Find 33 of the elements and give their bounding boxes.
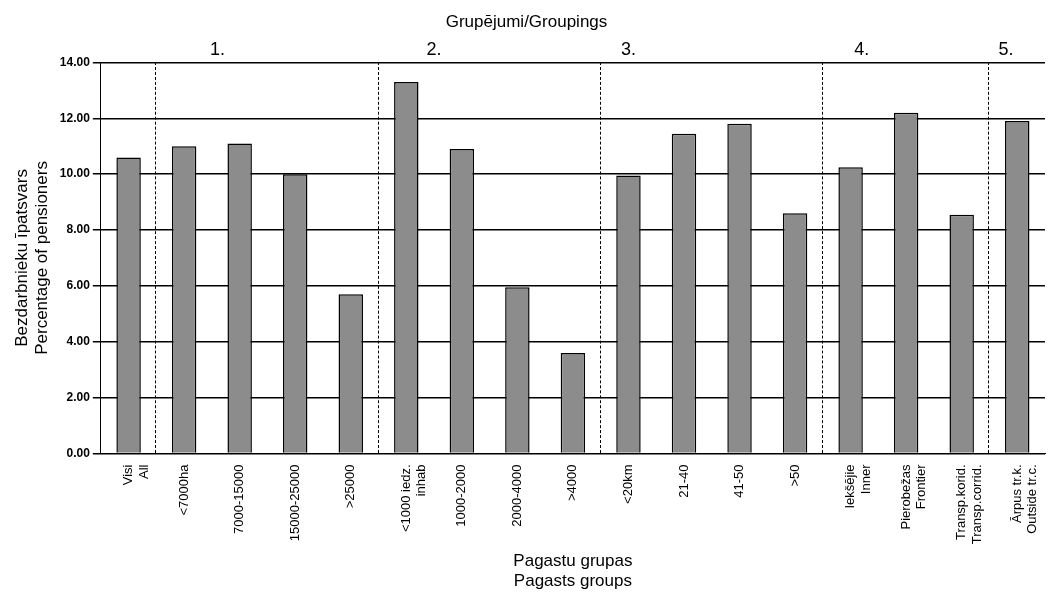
y-axis-title: Bezdarbnieku īpatsvars Percentage of pensioners <box>11 161 52 355</box>
text: 5. <box>997 38 1015 61</box>
x-tick-label: Iekšējie Inner <box>842 463 873 509</box>
x-tick-label: >25000 <box>342 464 358 509</box>
y-tick-label: 14.00 <box>59 54 91 69</box>
x-tick-label: 7000-15000 <box>231 464 247 534</box>
x-tick-label: Visi All <box>120 464 151 486</box>
x-tick-label: 41-50 <box>731 464 747 498</box>
y-tick-label: 0.00 <box>66 445 91 460</box>
x-tick-label: Transp.korid. Transp.corrid. <box>953 464 984 545</box>
x-tick-label: >50 <box>786 464 802 487</box>
text: 3. <box>619 38 637 61</box>
text: 4. <box>853 38 871 61</box>
x-tick-label: Pierobežas Frontier <box>897 463 929 530</box>
y-tick-label: 4.00 <box>66 334 91 349</box>
text: 2. <box>425 38 443 61</box>
y-tick-label: 6.00 <box>66 278 91 293</box>
x-axis-title: Pagastu grupas Pagasts groups <box>513 551 633 591</box>
x-tick-label: <1000 iedz. inhab <box>397 464 429 533</box>
x-tick-label: 15000-25000 <box>286 464 302 542</box>
y-tick-label: 12.00 <box>59 110 91 125</box>
text: 1. <box>208 38 226 61</box>
x-tick-label: <20km <box>620 464 636 504</box>
y-tick-label: 2.00 <box>66 389 91 404</box>
x-tick-label: <7000ha <box>175 463 191 516</box>
x-tick-label: Ārpus tr.k. Outside tr.c. <box>1008 464 1040 534</box>
x-tick-label: >4000 <box>564 464 580 502</box>
x-tick-label: 21-40 <box>675 464 691 498</box>
chart-title: Grupējumi/Groupings <box>445 11 608 31</box>
x-tick-label: 1000-2000 <box>453 464 469 527</box>
y-tick-label: 8.00 <box>66 222 91 237</box>
x-tick-label: 2000-4000 <box>508 464 524 527</box>
y-tick-label: 10.00 <box>59 166 91 181</box>
